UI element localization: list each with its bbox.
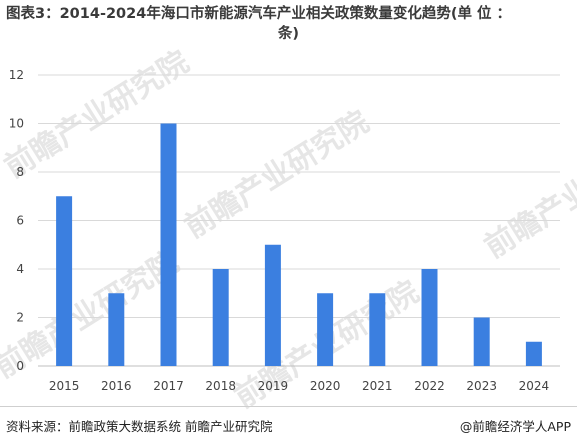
- y-tick-label: 0: [16, 359, 24, 373]
- bar-2023: [473, 317, 490, 366]
- bar-2015: [56, 196, 73, 366]
- bar-2024: [525, 341, 542, 366]
- grid-lines: [38, 74, 560, 367]
- x-tick-label: 2024: [519, 379, 550, 393]
- x-axis-ticks: 2015 2016 2017 2018 2019 2020 2021 2022 2023 2024: [49, 379, 549, 393]
- x-tick-label: 2016: [101, 379, 132, 393]
- y-tick-label: 4: [16, 262, 24, 276]
- y-tick-label: 2: [16, 311, 24, 325]
- chart-title-line2: 条): [277, 26, 300, 42]
- x-tick-label: 2022: [414, 379, 445, 393]
- chart-title: 图表3：2014-2024年海口市新能源汽车产业相关政策数量变化趋势(单 位 ：…: [6, 4, 571, 44]
- source-note: 资料来源：前瞻政策大数据系统 前瞻产业研究院: [6, 419, 273, 434]
- x-tick-label: 2018: [205, 379, 236, 393]
- footer: 资料来源：前瞻政策大数据系统 前瞻产业研究院 @前瞻经济学人APP: [0, 406, 577, 444]
- y-tick-label: 10: [9, 117, 24, 131]
- y-tick-label: 6: [16, 214, 24, 228]
- bar-2022: [421, 269, 438, 366]
- x-tick-label: 2015: [49, 379, 80, 393]
- bar-2016: [108, 293, 125, 366]
- x-tick-label: 2020: [310, 379, 341, 393]
- x-tick-label: 2017: [153, 379, 184, 393]
- x-tick-label: 2021: [362, 379, 393, 393]
- brand-credit: @前瞻经济学人APP: [459, 419, 571, 434]
- bar-2021: [369, 293, 386, 366]
- bar-2019: [264, 244, 281, 366]
- bar-2018: [212, 269, 229, 366]
- y-tick-label: 8: [16, 165, 24, 179]
- chart-title-line1: 图表3：2014-2024年海口市新能源汽车产业相关政策数量变化趋势(单 位 ：: [6, 6, 512, 22]
- y-tick-label: 12: [9, 68, 24, 82]
- bar-2017: [160, 123, 177, 366]
- x-tick-label: 2019: [258, 379, 289, 393]
- y-axis-ticks: 0 2 4 6 8 10 12: [9, 68, 24, 373]
- bar-2020: [317, 293, 334, 366]
- x-tick-label: 2023: [466, 379, 497, 393]
- bars: [56, 123, 542, 366]
